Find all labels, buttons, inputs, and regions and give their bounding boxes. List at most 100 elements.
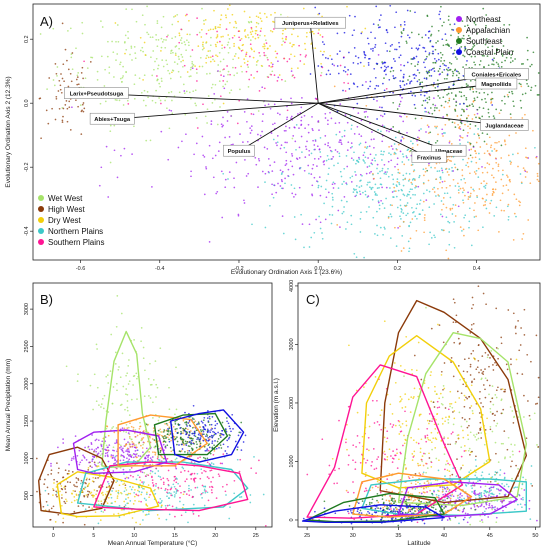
point-coastal-plain xyxy=(392,77,395,80)
point-northern-plains xyxy=(397,171,400,174)
point-wet-west xyxy=(116,24,119,26)
point-northeast xyxy=(343,135,346,137)
point-northeast xyxy=(365,172,368,175)
point-dry-west xyxy=(409,411,412,413)
point-high-west xyxy=(67,85,70,88)
point-appalachian xyxy=(490,144,493,147)
point-coastal-plain xyxy=(186,425,188,427)
point-appalachian xyxy=(160,455,163,458)
point-southeast xyxy=(455,43,458,46)
point-dry-west xyxy=(446,460,448,462)
point-northern-plains xyxy=(522,498,524,501)
point-northern-plains xyxy=(534,146,536,149)
point-northern-plains xyxy=(202,485,205,488)
point-dry-west xyxy=(426,437,429,439)
point-high-west xyxy=(455,441,457,443)
point-appalachian xyxy=(512,239,515,241)
point-southern-plains xyxy=(183,490,185,493)
point-appalachian xyxy=(508,179,511,182)
point-southeast xyxy=(490,98,492,101)
point-high-west xyxy=(75,481,78,484)
point-coastal-plain xyxy=(204,424,207,427)
point-dry-west xyxy=(403,434,405,437)
point-northeast xyxy=(280,98,282,101)
point-northeast xyxy=(97,439,100,442)
point-coastal-plain xyxy=(403,23,406,26)
point-northeast xyxy=(355,174,357,176)
point-appalachian xyxy=(471,118,474,120)
point-northeast xyxy=(76,454,79,457)
point-southern-plains xyxy=(177,489,179,492)
point-wet-west xyxy=(152,379,155,381)
point-dry-west xyxy=(263,12,266,15)
point-northeast xyxy=(224,186,227,189)
point-southeast xyxy=(464,45,466,48)
point-dry-west xyxy=(432,437,435,440)
point-appalachian xyxy=(336,224,339,226)
point-northern-plains xyxy=(448,231,451,233)
point-southern-plains xyxy=(386,437,389,440)
point-wet-west xyxy=(162,65,165,68)
point-northern-plains xyxy=(317,186,320,189)
point-coastal-plain xyxy=(202,439,205,442)
point-northeast xyxy=(149,469,152,472)
point-dry-west xyxy=(90,491,93,494)
point-southeast xyxy=(195,446,198,449)
point-northern-plains xyxy=(369,186,371,189)
point-northern-plains xyxy=(253,456,255,458)
point-appalachian xyxy=(515,198,518,201)
point-high-west xyxy=(463,358,466,361)
point-southeast xyxy=(405,40,408,43)
point-southern-plains xyxy=(285,36,288,38)
point-northeast xyxy=(452,170,455,172)
point-dry-west xyxy=(291,33,293,36)
point-northeast xyxy=(298,157,301,159)
point-northeast xyxy=(261,86,264,89)
point-northern-plains xyxy=(388,152,390,154)
point-dry-west xyxy=(427,387,430,389)
point-wet-west xyxy=(264,39,267,42)
point-dry-west xyxy=(205,61,208,64)
point-coastal-plain xyxy=(168,440,171,443)
point-wet-west xyxy=(142,346,145,349)
point-dry-west xyxy=(201,43,204,46)
point-southeast xyxy=(204,457,207,460)
point-northeast xyxy=(277,76,280,79)
point-coastal-plain xyxy=(385,66,388,69)
point-coastal-plain xyxy=(394,26,396,29)
point-dry-west xyxy=(293,55,296,58)
point-northeast xyxy=(114,462,117,464)
point-northeast xyxy=(195,142,198,145)
point-dry-west xyxy=(93,489,96,491)
point-southeast xyxy=(436,79,439,82)
point-southeast xyxy=(427,111,430,114)
point-dry-west xyxy=(274,11,276,14)
point-southern-plains xyxy=(288,58,291,60)
point-southern-plains xyxy=(132,475,134,478)
point-northeast xyxy=(433,490,435,493)
point-coastal-plain xyxy=(204,449,207,452)
point-southern-plains xyxy=(219,40,221,43)
point-northern-plains xyxy=(125,498,127,500)
point-high-west xyxy=(484,396,487,399)
point-wet-west xyxy=(206,122,208,124)
point-southeast xyxy=(166,444,169,447)
point-northeast xyxy=(459,496,461,499)
point-northeast xyxy=(99,450,102,453)
point-northern-plains xyxy=(201,497,203,499)
point-coastal-plain xyxy=(389,45,392,47)
point-appalachian xyxy=(443,106,446,109)
point-northern-plains xyxy=(457,189,460,191)
point-dry-west xyxy=(437,323,439,326)
point-northeast xyxy=(443,487,446,490)
point-wet-west xyxy=(511,450,514,453)
point-wet-west xyxy=(230,89,233,92)
point-southeast xyxy=(454,110,457,112)
point-wet-west xyxy=(436,479,439,482)
point-wet-west xyxy=(69,27,72,30)
point-northern-plains xyxy=(493,473,496,476)
point-appalachian xyxy=(524,147,527,150)
point-northeast xyxy=(62,438,64,440)
point-wet-west xyxy=(147,117,150,120)
point-coastal-plain xyxy=(405,83,408,85)
